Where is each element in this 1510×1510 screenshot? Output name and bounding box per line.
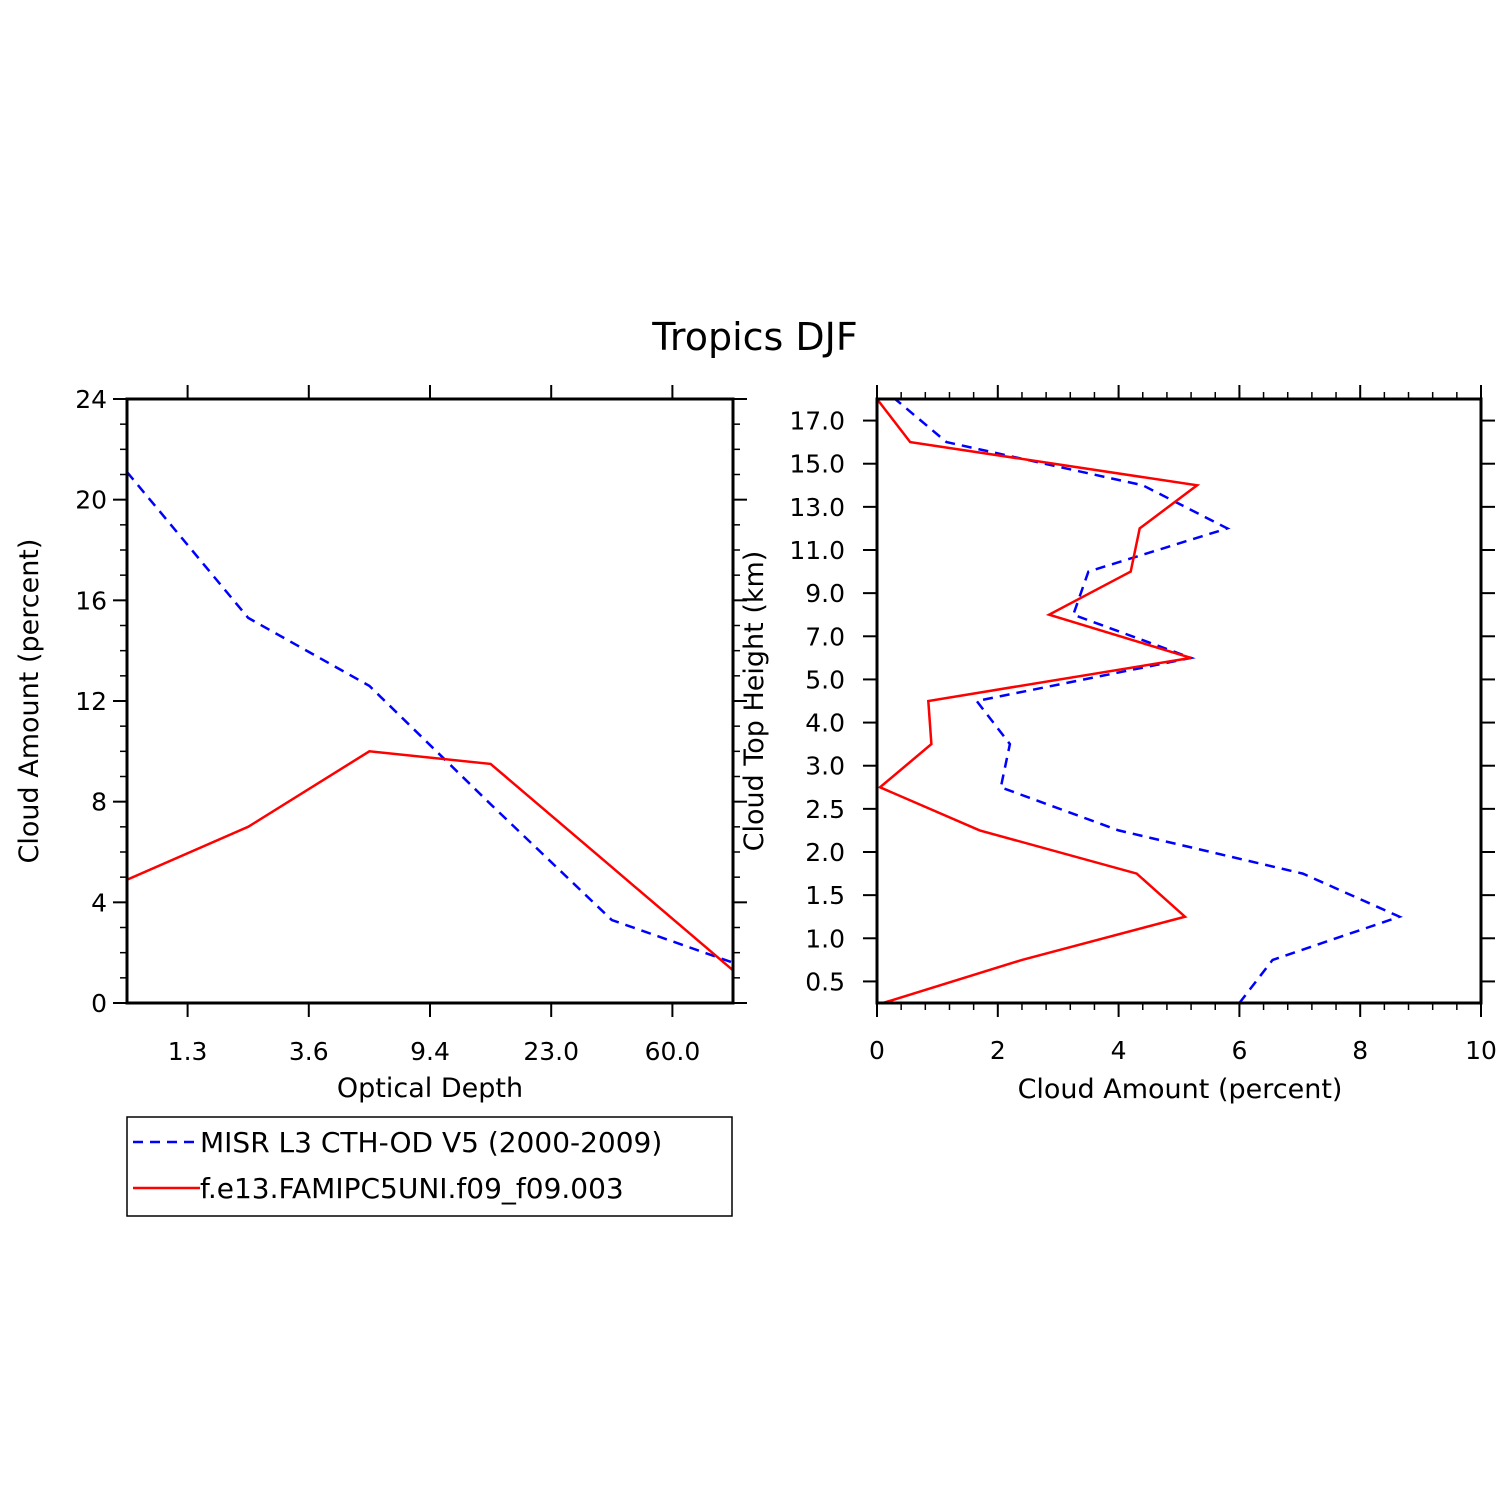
cloud-top-height-panel: 0 2 4 6 8 10 0.5 1.0 1.5 2.0 2.5 3.0 4.0 5.0 7.0 9.0 11.…: [739, 385, 1497, 1105]
left-y-tick-label: 4: [91, 888, 107, 917]
left-tick-labels: 0 4 8 12 16 20 24 1.3 3.6 9.4 23.0 60.0: [75, 385, 700, 1066]
right-y-tick-label: 3.0: [805, 752, 845, 781]
right-y-tick-label: 1.0: [805, 924, 845, 953]
left-plot-frame: [125, 397, 735, 1005]
right-y-axis-label: Cloud Top Height (km): [739, 551, 770, 852]
right-y-tick-label: 17.0: [789, 407, 845, 436]
optical-depth-panel: 0 4 8 12 16 20 24 1.3 3.6 9.4 23.0 60.0 Optical Dep…: [14, 385, 747, 1104]
left-y-tick-label: 20: [75, 486, 107, 515]
left-x-axis-label: Optical Depth: [337, 1073, 523, 1104]
right-tick-labels: 0 2 4 6 8 10 0.5 1.0 1.5 2.0 2.5 3.0 4.0 5.0 7.0 9.0 11.…: [789, 407, 1497, 1065]
legend-label-misr: MISR L3 CTH-OD V5 (2000-2009): [200, 1126, 662, 1159]
right-x-tick-label: 4: [1111, 1036, 1127, 1065]
right-y-tick-label: 9.0: [805, 579, 845, 608]
left-axis-ticks: [113, 385, 747, 1017]
right-y-tick-label: 7.0: [805, 622, 845, 651]
right-x-tick-label: 8: [1352, 1036, 1368, 1065]
right-x-tick-label: 6: [1231, 1036, 1247, 1065]
right-y-tick-label: 13.0: [789, 493, 845, 522]
right-series-lines: [876, 398, 1403, 1005]
left-x-tick-label: 9.4: [410, 1037, 450, 1066]
left-series-lines: [126, 471, 734, 972]
right-y-tick-label: 4.0: [805, 709, 845, 738]
right-y-tick-label: 5.0: [805, 665, 845, 694]
right-y-tick-label: 0.5: [805, 967, 845, 996]
left-y-axis-label: Cloud Amount (percent): [14, 539, 45, 864]
right-series-model: [876, 398, 1201, 1005]
legend-box: [126, 1116, 733, 1217]
right-y-tick-label: 11.0: [789, 536, 845, 565]
left-y-tick-label: 16: [75, 586, 107, 615]
chart-title: Tropics DJF: [651, 315, 857, 359]
legend-label-model: f.e13.FAMIPC5UNI.f09_f09.003: [200, 1172, 624, 1205]
left-series-model: [126, 750, 734, 972]
right-axis-ticks: [863, 385, 1495, 1017]
left-x-tick-label: 23.0: [523, 1037, 579, 1066]
right-y-tick-label: 2.5: [805, 795, 845, 824]
right-y-tick-label: 15.0: [789, 450, 845, 479]
left-y-tick-label: 8: [91, 788, 107, 817]
right-y-tick-label: 1.5: [805, 881, 845, 910]
right-series-misr: [894, 398, 1403, 1004]
left-y-tick-label: 0: [91, 989, 107, 1018]
legend: MISR L3 CTH-OD V5 (2000-2009) f.e13.FAMI…: [126, 1116, 733, 1217]
right-y-tick-label: 2.0: [805, 838, 845, 867]
right-plot-frame: [875, 397, 1483, 1005]
left-x-tick-label: 3.6: [289, 1037, 329, 1066]
right-x-tick-label: 2: [990, 1036, 1006, 1065]
right-x-tick-label: 10: [1465, 1036, 1497, 1065]
left-x-tick-label: 60.0: [645, 1037, 701, 1066]
left-y-tick-label: 24: [75, 385, 107, 414]
right-x-tick-label: 0: [869, 1036, 885, 1065]
left-series-misr: [126, 471, 734, 964]
left-x-tick-label: 1.3: [168, 1037, 208, 1066]
right-x-axis-label: Cloud Amount (percent): [1018, 1074, 1343, 1105]
left-y-tick-label: 12: [75, 687, 107, 716]
